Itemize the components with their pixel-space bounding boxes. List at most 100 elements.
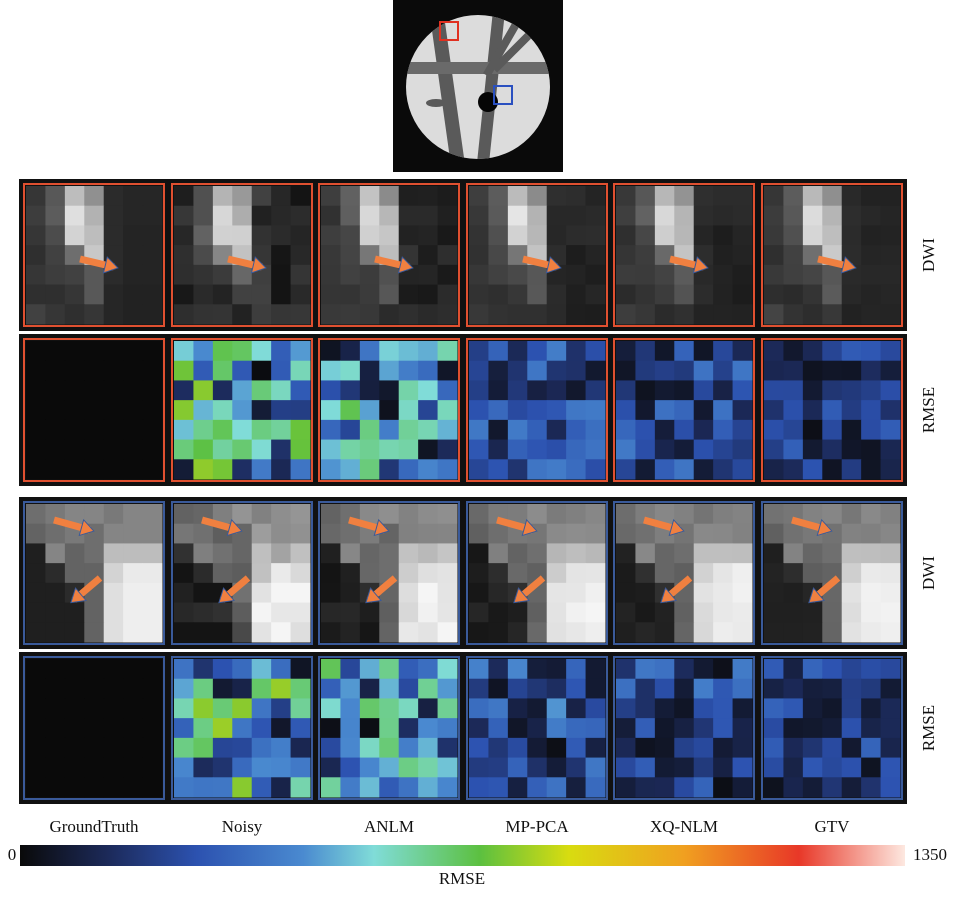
pixel [321,459,341,479]
pixel [566,543,586,563]
pixel [321,622,341,642]
pixel [842,718,862,738]
pixel [566,659,586,679]
pixel [360,361,380,381]
pixel [65,186,85,206]
pixel [399,698,419,718]
pixel [123,245,143,265]
pixel [232,543,252,563]
pixel [84,758,104,778]
pixel [881,245,901,265]
pixel [26,524,46,544]
pixel [379,758,399,778]
pixel [488,380,508,400]
pixel [635,698,655,718]
pixel [65,543,85,563]
pixel [803,543,823,563]
pixel [527,698,547,718]
pixel [65,679,85,699]
pixel [438,245,458,265]
pixel [694,186,714,206]
pixel [271,543,291,563]
pixel [104,543,124,563]
pixel [143,341,163,361]
pixel [84,738,104,758]
pixel [321,758,341,778]
pixel [399,380,419,400]
pixel [803,186,823,206]
pixel [861,718,881,738]
pixel [586,718,606,738]
pixel [783,738,803,758]
pixel [733,659,753,679]
pixel [881,400,901,420]
pixel [547,341,567,361]
pixel [586,543,606,563]
pixel [26,622,46,642]
pixel [174,285,194,305]
pixel [783,563,803,583]
pixel [174,265,194,285]
pixel [360,341,380,361]
pixel [861,440,881,460]
pixel [713,440,733,460]
pixel [252,563,272,583]
pixel [527,361,547,381]
pixel [418,583,438,603]
pixel [694,285,714,305]
pixel [213,718,233,738]
pixel [488,265,508,285]
pixel [547,440,567,460]
pixel [340,225,360,245]
pixel [213,777,233,797]
pixel [655,186,675,206]
pixel [733,420,753,440]
pixel [84,380,104,400]
pixel [213,400,233,420]
pixel [174,225,194,245]
pixel [733,679,753,699]
pixel [143,718,163,738]
pixel [861,285,881,305]
pixel [65,738,85,758]
pixel [174,524,194,544]
pixel [232,504,252,524]
pixel [713,186,733,206]
pixel [104,361,124,381]
pixel [547,718,567,738]
pixel [340,341,360,361]
pixel [655,679,675,699]
pixel [174,459,194,479]
pixel [861,777,881,797]
pixel [694,777,714,797]
pixel [635,524,655,544]
pixel [764,420,784,440]
pixel [635,245,655,265]
pixel [713,583,733,603]
pixel [764,186,784,206]
pixel [655,777,675,797]
pixel [764,718,784,738]
pixel [469,459,489,479]
pixel [291,304,311,324]
pixel [803,698,823,718]
pixel [321,186,341,206]
pixel [379,622,399,642]
pixel [803,400,823,420]
pixel [508,265,528,285]
pixel [508,206,528,226]
pixel [616,524,636,544]
pixel [104,603,124,623]
pixel [803,459,823,479]
colorbar-max: 1350 [913,845,947,864]
pixel [232,758,252,778]
pixel [26,659,46,679]
pixel [193,524,213,544]
pixel [566,304,586,324]
pixel [399,304,419,324]
pixel [399,186,419,206]
pixel [764,400,784,420]
pixel [340,206,360,226]
pixel [84,206,104,226]
pixel [733,206,753,226]
